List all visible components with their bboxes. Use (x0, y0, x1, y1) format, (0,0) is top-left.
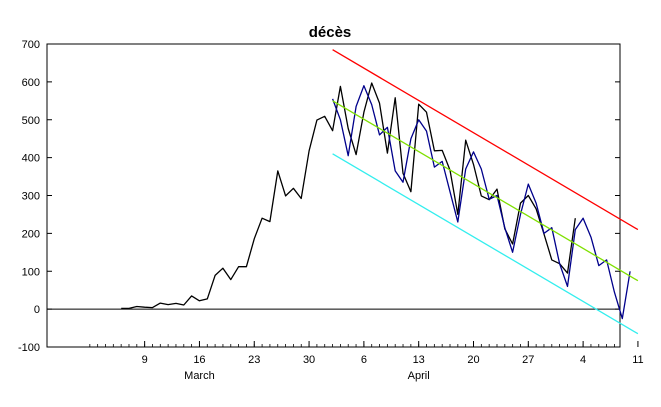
y-tick-label: 400 (22, 153, 40, 165)
series-layer (121, 49, 639, 335)
plot-frame (46, 43, 621, 348)
series-line-4 (332, 153, 639, 335)
x-tick-label: 9 (142, 354, 148, 366)
y-tick-label: 600 (22, 77, 40, 89)
series-line-1 (331, 85, 631, 320)
x-tick-label: 20 (467, 354, 479, 366)
y-tick-label: 700 (22, 39, 40, 51)
x-month-label: April (408, 370, 430, 382)
x-tick-label: 23 (248, 354, 260, 366)
y-tick-label: 0 (34, 304, 40, 316)
y-tick-label: 300 (22, 191, 40, 203)
y-tick-label: 500 (22, 115, 40, 127)
y-tick-label: 100 (22, 266, 40, 278)
y-axis: -100 0 100 200 300 400 500 600 700 (18, 39, 620, 354)
series-line-0 (121, 82, 576, 310)
y-tick-label: 200 (22, 228, 40, 240)
x-tick-label: 30 (303, 354, 315, 366)
x-tick-label: 27 (522, 354, 534, 366)
x-tick-label: 13 (413, 354, 425, 366)
series-line-3 (332, 100, 639, 282)
y-tick-label: -100 (18, 342, 40, 354)
x-month-label: March (184, 370, 215, 382)
x-tick-label: 16 (193, 354, 205, 366)
x-axis: 9 16 23 30 6 13 20 27 4 11 March April (89, 341, 644, 382)
x-tick-label: 6 (361, 354, 367, 366)
x-tick-label: 11 (632, 354, 643, 366)
x-tick-label: 4 (580, 354, 586, 366)
chart-title: décès (309, 24, 352, 41)
series-line-2 (332, 49, 639, 231)
